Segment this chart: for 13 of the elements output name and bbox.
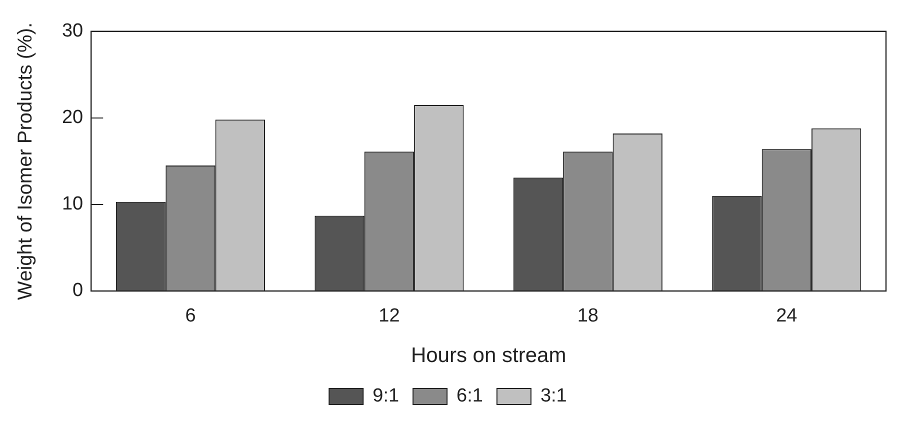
y-tick-label: 30 — [62, 20, 84, 42]
x-tick-label: 24 — [776, 306, 798, 327]
x-tick-label: 12 — [378, 306, 400, 327]
x-axis-title: Hours on stream — [410, 344, 566, 368]
y-tick-label: 0 — [72, 280, 84, 302]
legend-label: 9:1 — [372, 386, 400, 407]
x-tick-label: 6 — [185, 306, 196, 327]
x-tick-label: 18 — [577, 306, 598, 327]
legend-label: 3:1 — [540, 386, 567, 407]
y-tick-label: 20 — [62, 107, 84, 128]
y-tick-label: 10 — [62, 194, 84, 215]
legend-label: 6:1 — [456, 386, 483, 407]
y-axis-title: Weight of Isomer Products (%). — [14, 22, 37, 300]
